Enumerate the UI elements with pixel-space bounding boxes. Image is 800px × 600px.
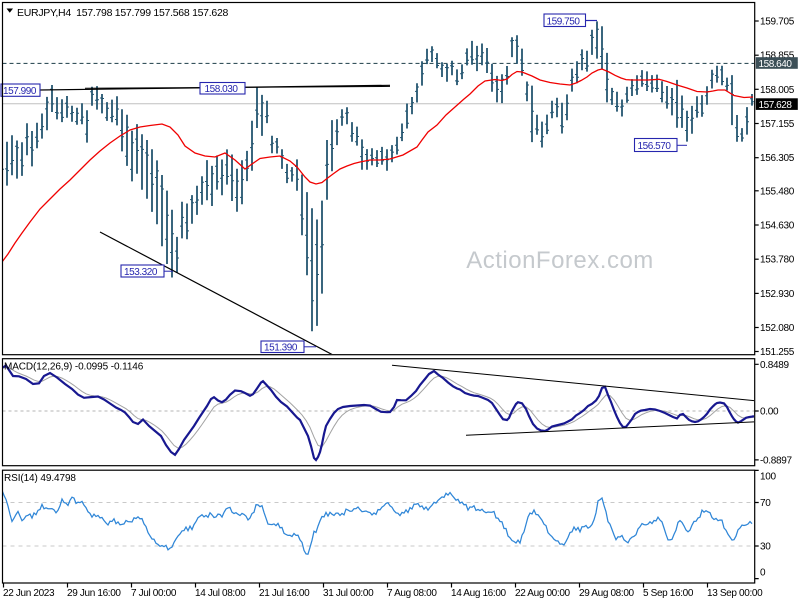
- svg-text:157.990: 157.990: [3, 86, 37, 97]
- svg-text:30: 30: [760, 542, 771, 553]
- svg-text:-0.8897: -0.8897: [760, 455, 793, 466]
- svg-text:70: 70: [760, 498, 771, 509]
- svg-text:7 Aug 08:00: 7 Aug 08:00: [387, 588, 437, 599]
- svg-text:158.030: 158.030: [205, 84, 239, 95]
- svg-text:158.640: 158.640: [759, 59, 793, 70]
- svg-text:ActionForex.com: ActionForex.com: [466, 247, 654, 274]
- svg-text:22 Jun 2023: 22 Jun 2023: [3, 588, 55, 599]
- svg-text:RSI(14) 49.4798: RSI(14) 49.4798: [4, 473, 76, 484]
- svg-text:EURJPY,H4 157.798 157.799 157: EURJPY,H4 157.798 157.799 157.568 157.62…: [17, 7, 228, 19]
- svg-text:154.630: 154.630: [760, 221, 795, 232]
- svg-text:29 Jun 16:00: 29 Jun 16:00: [67, 588, 121, 599]
- svg-text:158.855: 158.855: [760, 51, 795, 62]
- svg-text:7 Jul 00:00: 7 Jul 00:00: [131, 588, 177, 599]
- svg-text:0.00: 0.00: [760, 407, 779, 418]
- svg-text:156.305: 156.305: [760, 153, 795, 164]
- svg-text:155.480: 155.480: [760, 186, 795, 197]
- svg-text:22 Aug 00:00: 22 Aug 00:00: [515, 588, 571, 599]
- svg-text:157.628: 157.628: [759, 100, 793, 111]
- svg-text:21 Jul 16:00: 21 Jul 16:00: [259, 588, 310, 599]
- svg-text:0.8489: 0.8489: [760, 360, 790, 371]
- svg-text:151.255: 151.255: [760, 347, 795, 358]
- svg-text:157.155: 157.155: [760, 119, 795, 130]
- svg-text:14 Jul 08:00: 14 Jul 08:00: [195, 588, 246, 599]
- svg-text:14 Aug 16:00: 14 Aug 16:00: [451, 588, 507, 599]
- svg-text:158.005: 158.005: [760, 85, 795, 96]
- svg-text:159.750: 159.750: [547, 16, 581, 27]
- svg-text:153.320: 153.320: [124, 267, 158, 278]
- svg-text:31 Jul 00:00: 31 Jul 00:00: [323, 588, 374, 599]
- svg-text:13 Sep 00:00: 13 Sep 00:00: [707, 588, 763, 599]
- svg-text:MACD(12,26,9) -0.0995 -0.1146: MACD(12,26,9) -0.0995 -0.1146: [4, 362, 144, 373]
- svg-text:151.390: 151.390: [264, 343, 298, 354]
- svg-text:156.570: 156.570: [638, 141, 672, 152]
- svg-text:153.780: 153.780: [760, 255, 795, 266]
- svg-text:100: 100: [760, 472, 777, 483]
- svg-text:152.930: 152.930: [760, 289, 795, 300]
- svg-text:159.705: 159.705: [760, 17, 795, 28]
- svg-text:152.080: 152.080: [760, 323, 795, 334]
- svg-text:29 Aug 08:00: 29 Aug 08:00: [579, 588, 635, 599]
- svg-text:0: 0: [760, 568, 766, 579]
- svg-text:5 Sep 16:00: 5 Sep 16:00: [643, 588, 694, 599]
